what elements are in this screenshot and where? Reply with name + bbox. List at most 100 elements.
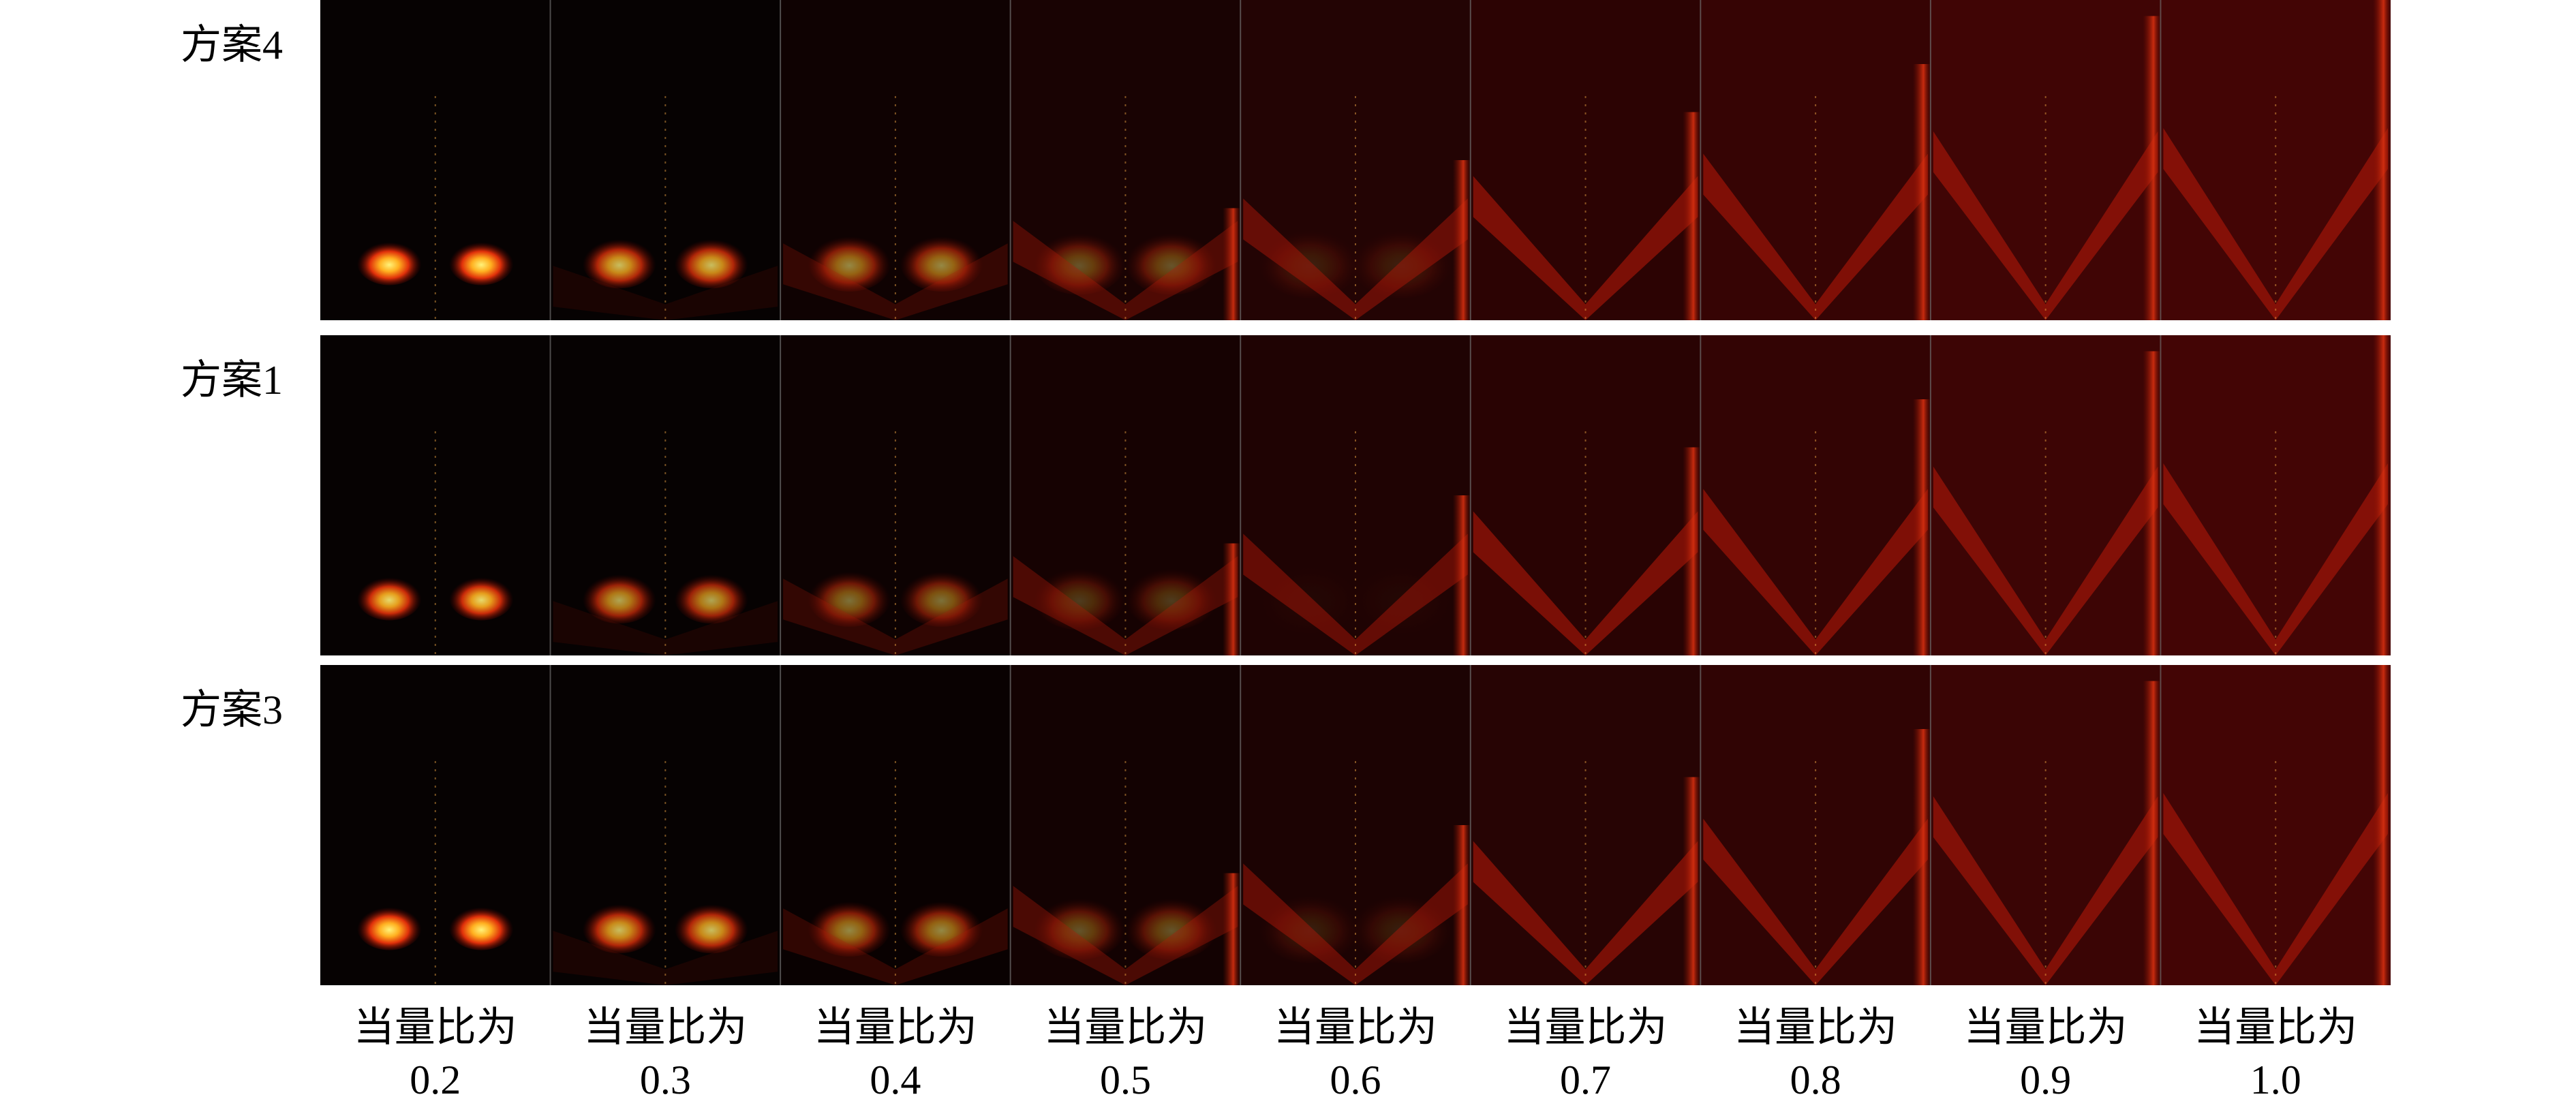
flame-edge bbox=[2143, 16, 2161, 320]
flame-lobe bbox=[1033, 566, 1126, 630]
flame-wing bbox=[2163, 128, 2388, 320]
flame-lobe bbox=[674, 236, 748, 289]
flame-image bbox=[1009, 0, 1241, 320]
flame-lobe bbox=[1259, 227, 1360, 298]
column-caption: 当量比为 bbox=[2194, 1005, 2357, 1050]
flame-lobe bbox=[357, 240, 422, 285]
flame-wing bbox=[1243, 863, 1468, 985]
flame-image bbox=[1700, 665, 1931, 985]
flame-image bbox=[320, 0, 551, 320]
flame-wing bbox=[1243, 533, 1468, 655]
flame-wing bbox=[783, 908, 1008, 985]
image-glow bbox=[1700, 0, 1931, 320]
flame-image bbox=[549, 0, 781, 320]
flame-lobe bbox=[449, 905, 514, 950]
flame-edge bbox=[2373, 335, 2391, 655]
image-glow bbox=[1470, 665, 1701, 985]
image-glow bbox=[1700, 665, 1931, 985]
flame-edge bbox=[1912, 399, 1931, 655]
row-label: 方案1 bbox=[181, 358, 283, 403]
flame-lobe bbox=[808, 233, 891, 292]
column-value: 0.2 bbox=[410, 1057, 461, 1102]
flame-wing bbox=[1473, 176, 1698, 320]
flame-image bbox=[1240, 0, 1471, 320]
flame-wing bbox=[2163, 463, 2388, 655]
column-value: 0.3 bbox=[640, 1057, 691, 1102]
flame-wing bbox=[1013, 886, 1238, 985]
flame-wing bbox=[783, 243, 1008, 320]
flame-image bbox=[1009, 665, 1241, 985]
flame-lobe bbox=[808, 568, 891, 627]
image-background bbox=[1240, 335, 1471, 655]
flame-image bbox=[1700, 0, 1931, 320]
column-value: 0.7 bbox=[1560, 1057, 1611, 1102]
flame-lobe bbox=[1125, 230, 1218, 295]
flame-edge bbox=[1223, 543, 1241, 655]
flame-image bbox=[780, 335, 1011, 655]
image-glow bbox=[1700, 335, 1931, 655]
column-value: 0.4 bbox=[870, 1057, 921, 1102]
flame-lobe bbox=[674, 572, 748, 624]
flame-lobe bbox=[1125, 895, 1218, 960]
flame-wing bbox=[1473, 841, 1698, 985]
flame-lobe bbox=[1125, 566, 1218, 630]
image-glow bbox=[1930, 665, 2161, 985]
flame-edge bbox=[2373, 665, 2391, 985]
flame-lobe bbox=[674, 901, 748, 954]
flame-wing bbox=[1933, 796, 2158, 985]
flame-edge bbox=[1683, 447, 1701, 655]
column-caption: 当量比为 bbox=[1964, 1005, 2128, 1050]
image-background bbox=[1470, 665, 1701, 985]
flame-image bbox=[549, 665, 781, 985]
flame-edge bbox=[1223, 208, 1241, 320]
flame-edge bbox=[1452, 825, 1471, 985]
flame-wing bbox=[553, 266, 778, 320]
flame-edge bbox=[2143, 351, 2161, 655]
image-glow bbox=[2160, 335, 2391, 655]
image-glow bbox=[2160, 665, 2391, 985]
flame-image bbox=[1929, 665, 2161, 985]
flame-image bbox=[2160, 335, 2391, 655]
flame-image bbox=[549, 335, 781, 655]
column-caption: 当量比为 bbox=[1734, 1005, 1897, 1050]
flame-image bbox=[1700, 335, 1931, 655]
column-value: 0.9 bbox=[2020, 1057, 2071, 1102]
column-value: 0.8 bbox=[1790, 1057, 1841, 1102]
image-glow bbox=[1470, 335, 1701, 655]
flame-image bbox=[1240, 335, 1471, 655]
image-glow bbox=[2160, 0, 2391, 320]
flame-edge bbox=[1683, 777, 1701, 985]
flame-wing bbox=[553, 931, 778, 985]
flame-lobe bbox=[449, 575, 514, 621]
image-glow bbox=[1930, 335, 2161, 655]
column-caption: 当量比为 bbox=[1274, 1005, 1437, 1050]
column-value: 0.5 bbox=[1100, 1057, 1151, 1102]
image-grid bbox=[320, 0, 2391, 985]
flame-edge bbox=[1912, 64, 1931, 320]
flame-wing bbox=[1703, 818, 1928, 985]
flame-edge bbox=[2143, 681, 2161, 985]
flame-wing bbox=[1933, 131, 2158, 320]
column-value: 1.0 bbox=[2250, 1057, 2301, 1102]
flame-wing bbox=[2163, 793, 2388, 985]
flame-image bbox=[780, 665, 1011, 985]
flame-image bbox=[780, 0, 1011, 320]
column-caption: 当量比为 bbox=[583, 1005, 747, 1050]
flame-wing bbox=[1013, 556, 1238, 655]
flame-lobe bbox=[1351, 227, 1452, 298]
flame-image bbox=[1469, 665, 1701, 985]
flame-image bbox=[320, 335, 551, 655]
flame-lobe bbox=[1351, 892, 1452, 963]
flame-image bbox=[2160, 665, 2391, 985]
flame-edge bbox=[1452, 160, 1471, 320]
flame-image bbox=[1929, 0, 2161, 320]
column-value: 0.6 bbox=[1330, 1057, 1381, 1102]
flame-image bbox=[1009, 335, 1241, 655]
image-glow bbox=[1470, 0, 1701, 320]
flame-lobe bbox=[808, 898, 891, 957]
column-caption: 当量比为 bbox=[354, 1005, 517, 1050]
flame-edge bbox=[1683, 112, 1701, 320]
flame-image bbox=[1469, 335, 1701, 655]
